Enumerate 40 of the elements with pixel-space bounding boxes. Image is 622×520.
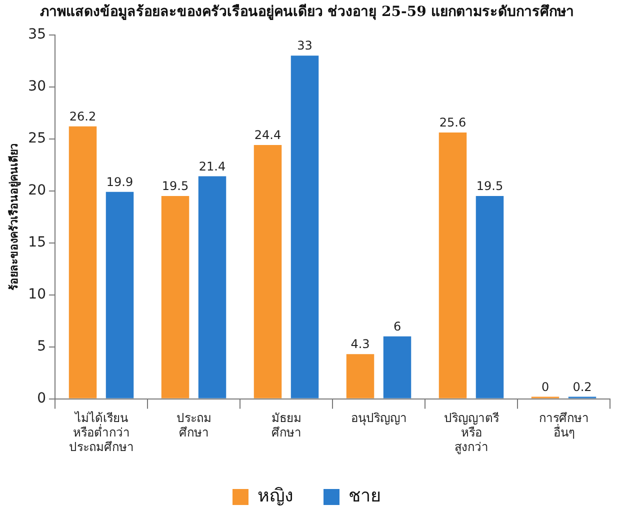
data-label: 4.3 <box>350 337 370 352</box>
data-label: 19.5 <box>476 179 504 194</box>
y-tick-label: 10 <box>28 286 46 302</box>
x-tick-label: ประถม ศึกษา <box>176 411 212 440</box>
data-label: 25.6 <box>439 116 466 130</box>
x-tick-label: ปริญญาตรี หรือ สูงกว่า <box>444 411 500 455</box>
y-tick-label: 0 <box>37 390 46 406</box>
legend-label: หญิง <box>258 486 294 507</box>
chart-title: ภาพแสดงข้อมูลร้อยละของครัวเรือนอยู่คนเดียว ช่วงอายุ 25-59 แยกตามระดับการศึกษา <box>40 3 574 20</box>
bar <box>254 145 282 398</box>
y-tick-label: 15 <box>28 234 46 250</box>
y-tick-label: 5 <box>37 338 46 354</box>
y-axis-title: ร้อยละของครัวเรือนอยู่คนเดียว <box>7 143 22 290</box>
data-label: 0.2 <box>572 380 592 394</box>
data-label: 26.2 <box>69 109 96 124</box>
bar <box>161 196 190 398</box>
y-tick-label: 35 <box>28 26 46 42</box>
x-tick-label: อนุปริญญา <box>350 411 407 426</box>
y-tick-label: 25 <box>28 130 46 146</box>
y-tick-label: 30 <box>28 78 46 94</box>
bar <box>198 176 226 398</box>
bar <box>438 132 467 398</box>
bar <box>290 56 319 398</box>
data-label: 19.9 <box>106 174 134 189</box>
y-tick-label: 20 <box>28 182 46 198</box>
bar <box>106 192 134 398</box>
data-label: 0 <box>541 380 550 394</box>
x-tick-label: มัธยม ศึกษา <box>271 411 302 440</box>
data-label: 6 <box>393 320 402 334</box>
data-label: 19.5 <box>162 179 189 194</box>
bar <box>383 336 412 398</box>
legend-label: ชาย <box>348 486 382 507</box>
data-label: 24.4 <box>254 128 282 142</box>
x-tick-label: การศึกษา อื่นๆ <box>538 411 589 440</box>
data-label: 21.4 <box>198 159 226 174</box>
bar <box>476 196 504 398</box>
bar <box>346 354 374 398</box>
data-label: 33 <box>297 38 312 53</box>
x-tick-label: ไม่ได้เรียน หรือต่ำกว่า ประถมศึกษา <box>68 411 134 454</box>
bar <box>68 126 97 398</box>
